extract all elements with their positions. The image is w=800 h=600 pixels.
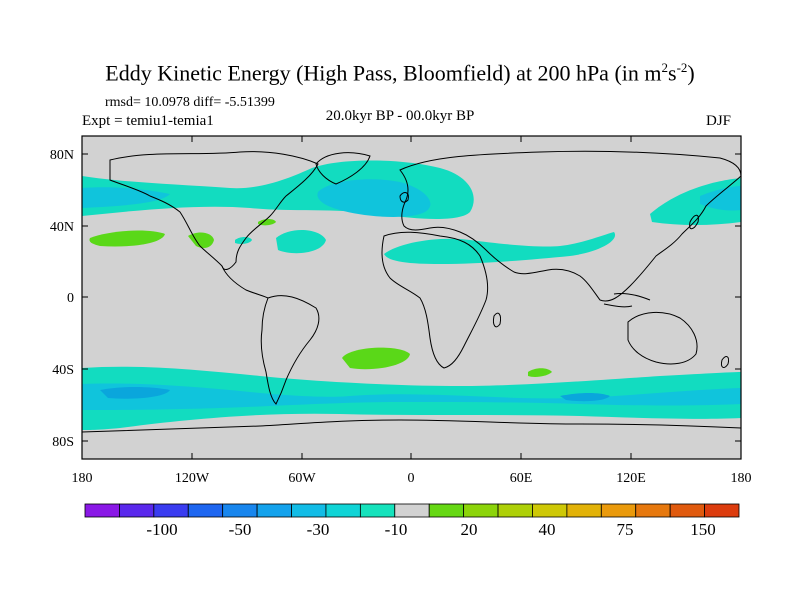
colorbar-box-6 bbox=[291, 503, 327, 518]
colorbar-box-2 bbox=[153, 503, 189, 518]
colorbar-box-14 bbox=[566, 503, 602, 518]
colorbar-box-5 bbox=[256, 503, 292, 518]
colorbar-labels: -100 -50 -30 -10 20 40 75 150 bbox=[146, 520, 715, 539]
sh-positive-pacific bbox=[342, 347, 410, 370]
title-text: Eddy Kinetic Energy (High Pass, Bloomfie… bbox=[105, 60, 662, 86]
nh-pacific-west-band bbox=[650, 178, 741, 225]
colorbar-box-8 bbox=[359, 503, 396, 518]
lon-label-60w: 60W bbox=[288, 471, 316, 486]
experiment-label: Expt = temiu1-temia1 bbox=[82, 113, 214, 129]
coast-madagascar bbox=[493, 312, 501, 328]
coast-central-america bbox=[221, 265, 269, 299]
sh-band-strong-2 bbox=[560, 393, 610, 402]
coast-eurasia bbox=[399, 150, 742, 302]
lon-label-120w: 120W bbox=[175, 471, 210, 486]
colorbar-box-9 bbox=[394, 503, 430, 518]
nh-pacific-positive bbox=[89, 230, 165, 247]
colorbar-box-0 bbox=[84, 503, 120, 518]
coast-north-america bbox=[109, 151, 319, 270]
cb-label-minus100: -100 bbox=[146, 520, 177, 539]
cb-label-75: 75 bbox=[617, 520, 634, 539]
nh-negative-contours bbox=[82, 160, 741, 264]
colorbar-box-15 bbox=[600, 503, 637, 518]
coast-uk bbox=[399, 192, 409, 203]
lon-labels: 180 120W 60W 0 60E 120E 180 bbox=[72, 471, 752, 486]
colorbar-box-17 bbox=[669, 503, 705, 518]
nh-pacific-small bbox=[235, 237, 252, 244]
colorbar-box-10 bbox=[428, 503, 465, 518]
chart-title: Eddy Kinetic Energy (High Pass, Bloomfie… bbox=[0, 60, 800, 86]
coast-africa bbox=[381, 231, 489, 369]
nh-band-mid-pacific bbox=[82, 187, 170, 208]
coastlines bbox=[81, 150, 742, 433]
lat-axis bbox=[82, 153, 741, 442]
lat-labels: 80N 40N 0 40S 80S bbox=[50, 148, 74, 450]
cb-label-minus50: -50 bbox=[229, 520, 252, 539]
cb-label-minus10: -10 bbox=[385, 520, 408, 539]
lon-label-60e: 60E bbox=[510, 471, 533, 486]
coast-japan bbox=[689, 214, 699, 230]
title-sup-1: 2 bbox=[661, 60, 669, 75]
period-label: 20.0kyr BP - 00.0kyr BP bbox=[325, 108, 475, 124]
coast-antarctica bbox=[81, 419, 742, 433]
nh-africa-band bbox=[384, 232, 616, 264]
colorbar bbox=[84, 503, 740, 518]
sh-positive-indian bbox=[528, 368, 552, 377]
coast-australia bbox=[627, 312, 698, 365]
coast-indonesia bbox=[603, 293, 651, 308]
nh-atlantic-blob bbox=[276, 229, 326, 254]
colorbar-box-12 bbox=[497, 503, 533, 518]
lon-label-180e: 180 bbox=[731, 471, 752, 486]
lat-label-80n: 80N bbox=[50, 148, 74, 163]
cb-label-40: 40 bbox=[539, 520, 556, 539]
cb-label-20: 20 bbox=[461, 520, 478, 539]
colorbar-box-16 bbox=[635, 503, 671, 518]
lat-label-40s: 40S bbox=[52, 363, 74, 378]
nh-band-mid-atlantic bbox=[317, 179, 431, 217]
lon-label-180w: 180 bbox=[72, 471, 93, 486]
lon-label-120e: 120E bbox=[616, 471, 646, 486]
nh-california-positive bbox=[188, 232, 214, 248]
season-label: DJF bbox=[706, 113, 732, 129]
colorbar-box-13 bbox=[532, 503, 568, 518]
nh-pacific-west-mid bbox=[700, 186, 741, 211]
lon-axis bbox=[81, 136, 742, 459]
lat-label-0: 0 bbox=[67, 291, 74, 306]
title-sup-2: -2 bbox=[676, 60, 688, 75]
cb-label-150: 150 bbox=[690, 520, 716, 539]
nh-atlantic-positive bbox=[258, 219, 276, 226]
lat-label-80s: 80S bbox=[52, 435, 74, 450]
coast-new-zealand bbox=[721, 356, 729, 368]
colorbar-box-3 bbox=[187, 503, 224, 518]
colorbar-box-4 bbox=[222, 503, 258, 518]
colorbar-box-11 bbox=[463, 503, 499, 518]
nh-positive-contours bbox=[89, 219, 276, 248]
title-unit-s: s bbox=[668, 60, 677, 86]
lon-label-0: 0 bbox=[408, 471, 415, 486]
cb-label-minus30: -30 bbox=[307, 520, 330, 539]
coast-south-america bbox=[260, 295, 320, 405]
stats-label: rmsd= 10.0978 diff= -5.51399 bbox=[105, 95, 275, 110]
title-close: ) bbox=[687, 60, 695, 86]
sh-band-strong bbox=[100, 387, 170, 399]
colorbar-box-1 bbox=[119, 503, 155, 518]
colorbar-box-7 bbox=[325, 503, 361, 518]
lat-label-40n: 40N bbox=[50, 220, 74, 235]
colorbar-box-18 bbox=[704, 503, 740, 518]
coast-greenland bbox=[315, 152, 371, 185]
sh-band-mid bbox=[82, 383, 741, 410]
sh-contours bbox=[82, 347, 741, 430]
